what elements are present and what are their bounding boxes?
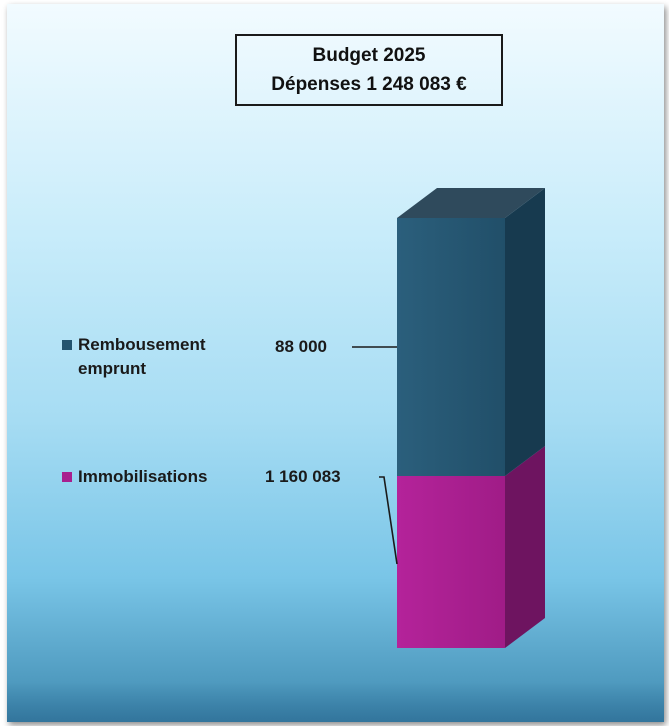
legend-label-immobilisations: Immobilisations bbox=[78, 467, 208, 486]
legend-item-immobilisations: Immobilisations bbox=[62, 465, 207, 489]
legend-label-rembousement: Rembousement emprunt bbox=[78, 335, 206, 378]
bar-rembousement-side bbox=[505, 188, 545, 476]
bar-rembousement-front bbox=[397, 218, 505, 476]
chart-title-box: Budget 2025 Dépenses 1 248 083 € bbox=[235, 34, 503, 106]
bar-immobilisations-side bbox=[505, 446, 545, 648]
legend-item-rembousement: Rembousement emprunt bbox=[62, 333, 238, 381]
chart-panel: Budget 2025 Dépenses 1 248 083 € Rembous… bbox=[7, 4, 664, 722]
legend-swatch-immobilisations bbox=[62, 472, 72, 482]
stacked-bar-chart bbox=[352, 188, 545, 648]
data-label-rembousement: 88 000 bbox=[275, 337, 327, 356]
data-label-immobilisations: 1 160 083 bbox=[265, 467, 341, 486]
bar-top-face bbox=[397, 188, 545, 218]
leader-line-immobilisations bbox=[379, 476, 398, 565]
chart-title: Budget 2025 bbox=[312, 45, 426, 66]
legend-swatch-rembousement bbox=[62, 340, 72, 350]
chart-subtitle: Dépenses 1 248 083 € bbox=[271, 74, 467, 95]
bar-immobilisations-front bbox=[397, 476, 505, 648]
